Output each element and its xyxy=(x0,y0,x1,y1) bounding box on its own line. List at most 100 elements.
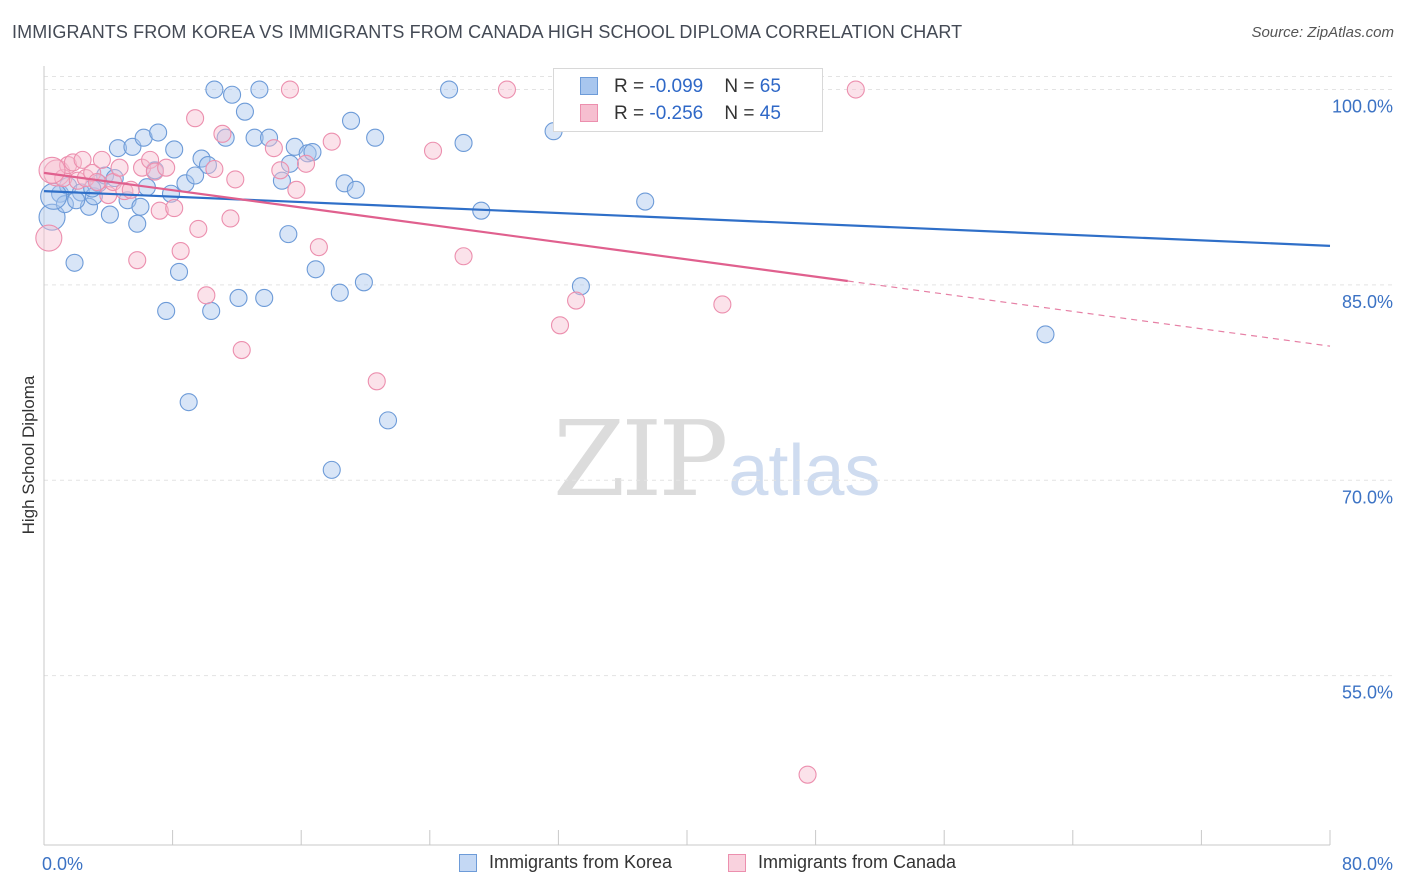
canada-point xyxy=(264,139,283,158)
korea-point xyxy=(67,191,86,210)
correlation-legend: R = -0.099 N = 65 R = -0.256 N = 45 xyxy=(553,68,823,132)
canada-point xyxy=(128,251,147,270)
korea-point xyxy=(354,273,373,292)
canada-point xyxy=(309,238,328,257)
x-tick-label: 80.0% xyxy=(1342,854,1393,874)
korea-point xyxy=(165,140,184,159)
series-legend-korea-label: Immigrants from Korea xyxy=(489,852,673,872)
canada-point xyxy=(141,150,160,169)
canada-point xyxy=(454,247,473,266)
canada-swatch xyxy=(580,104,598,122)
korea-n-label: N = xyxy=(724,76,760,97)
korea-point xyxy=(322,460,341,479)
korea-swatch xyxy=(580,77,598,95)
korea-point xyxy=(202,301,221,321)
trend-lines xyxy=(43,171,1331,347)
y-tick-label: 70.0% xyxy=(1342,487,1393,507)
korea-point xyxy=(65,253,84,272)
canada-point xyxy=(205,159,224,179)
canada-point xyxy=(497,80,517,99)
series-legend-korea-swatch xyxy=(459,853,477,872)
korea-point xyxy=(335,174,354,193)
canada-point xyxy=(157,158,176,177)
korea-point xyxy=(192,149,211,168)
korea-point xyxy=(40,182,68,210)
canada-point xyxy=(59,156,78,175)
korea-point xyxy=(346,180,365,199)
canada-point xyxy=(322,132,341,151)
korea-point xyxy=(259,128,279,147)
canada-point xyxy=(145,162,164,181)
canada-point xyxy=(221,209,240,228)
canada-point xyxy=(423,141,443,160)
canada-stats: R = -0.256 N = 45 xyxy=(614,103,781,125)
canada-point xyxy=(798,765,817,784)
korea-point xyxy=(1036,325,1055,344)
korea-point xyxy=(245,128,264,147)
y-tick-label: 55.0% xyxy=(1342,683,1393,703)
korea-point xyxy=(128,214,147,233)
series-legend-canada-swatch xyxy=(728,853,746,872)
tick-labels: 55.0% 70.0% 85.0% 100.0% 0.0% 80.0% xyxy=(42,97,1393,874)
canada-trend-line xyxy=(43,171,848,283)
korea-point xyxy=(169,262,189,281)
canada-point xyxy=(232,340,251,360)
chart-title: IMMIGRANTS FROM KOREA VS IMMIGRANTS FROM… xyxy=(12,22,963,42)
korea-point xyxy=(131,197,150,216)
korea-n-value: 65 xyxy=(759,76,781,97)
series-legend-canada-label: Immigrants from Canada xyxy=(758,852,957,872)
canada-point xyxy=(171,242,190,261)
series-legend: Immigrants from Korea Immigrants from Ca… xyxy=(0,852,1406,876)
korea-point xyxy=(440,80,459,99)
canada-point xyxy=(35,224,63,252)
canada-point xyxy=(567,291,586,310)
korea-point xyxy=(134,128,153,147)
canada-trend-extension xyxy=(847,280,1331,347)
canada-point xyxy=(92,150,111,169)
korea-r-label: R = xyxy=(614,76,650,97)
korea-r-value: -0.099 xyxy=(649,76,704,97)
korea-point xyxy=(279,225,298,244)
korea-point xyxy=(303,143,322,162)
canada-point xyxy=(287,180,306,199)
canada-r-value: -0.256 xyxy=(649,103,704,124)
canada-point xyxy=(186,109,205,128)
korea-trend-line xyxy=(43,190,1331,247)
canada-point xyxy=(110,158,129,177)
korea-point xyxy=(378,411,398,430)
canada-point xyxy=(367,372,386,391)
korea-point xyxy=(108,139,127,158)
korea-point xyxy=(571,277,590,296)
canada-n-label: N = xyxy=(724,103,760,124)
x-tick-label: 0.0% xyxy=(42,854,83,874)
series-legend-canada: Immigrants from Canada xyxy=(728,852,956,873)
korea-point xyxy=(229,288,248,307)
canada-point xyxy=(83,163,102,182)
canada-point xyxy=(165,199,184,218)
canada-point xyxy=(226,170,245,189)
korea-point xyxy=(255,288,274,307)
canada-point xyxy=(213,124,232,143)
korea-point xyxy=(205,80,224,99)
y-tick-label: 85.0% xyxy=(1342,292,1393,312)
canada-point xyxy=(846,80,865,99)
canada-point xyxy=(271,161,290,180)
canada-point xyxy=(713,295,732,314)
data-points xyxy=(35,80,1055,784)
canada-r-label: R = xyxy=(614,103,650,124)
korea-point xyxy=(55,195,74,214)
canada-point xyxy=(189,219,208,238)
korea-point xyxy=(330,283,349,302)
series-legend-korea: Immigrants from Korea xyxy=(459,852,672,873)
canada-point xyxy=(38,156,66,184)
korea-point xyxy=(179,393,198,412)
korea-point xyxy=(235,102,254,121)
canada-point xyxy=(73,150,92,169)
gridlines xyxy=(44,76,1392,677)
korea-point xyxy=(149,123,168,142)
korea-point xyxy=(38,203,66,231)
canada-point xyxy=(280,80,299,99)
canada-point xyxy=(296,154,316,173)
korea-point xyxy=(100,205,119,224)
